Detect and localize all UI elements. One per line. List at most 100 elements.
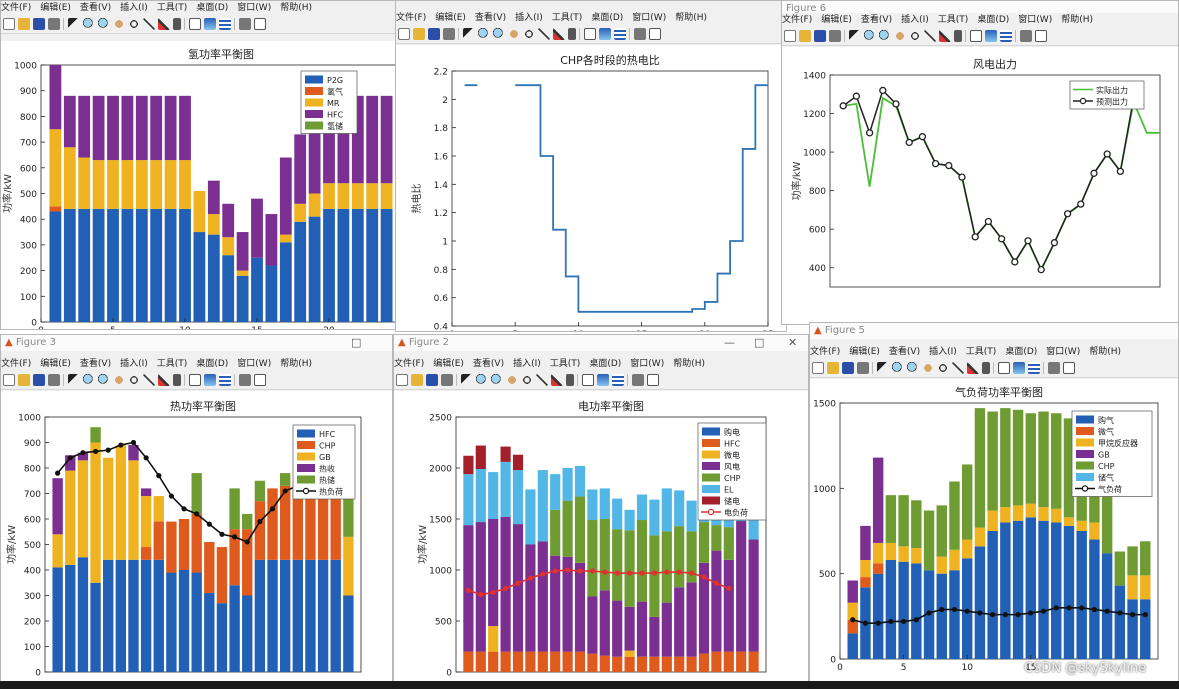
print-icon[interactable] bbox=[441, 374, 453, 386]
grid-icon[interactable] bbox=[612, 374, 624, 386]
menu-item[interactable]: 窗口(W) bbox=[632, 13, 667, 23]
rotate-icon[interactable] bbox=[128, 374, 140, 386]
dock-icon[interactable] bbox=[254, 18, 266, 30]
menu-item[interactable]: 插入(I) bbox=[513, 359, 541, 369]
pan-icon[interactable] bbox=[113, 374, 125, 386]
menu-item[interactable]: 窗口(W) bbox=[237, 359, 272, 369]
menu-item[interactable]: 文件(F) bbox=[782, 15, 813, 25]
hide-tools-icon[interactable] bbox=[1048, 362, 1060, 374]
grid-icon[interactable] bbox=[614, 28, 626, 40]
rotate-icon[interactable] bbox=[937, 362, 949, 374]
menu-item[interactable]: 工具(T) bbox=[965, 347, 997, 357]
colorbar-icon[interactable] bbox=[985, 30, 997, 42]
menu-item[interactable]: 工具(T) bbox=[937, 15, 969, 25]
data-cursor-icon[interactable] bbox=[143, 374, 155, 386]
menu-item[interactable]: 窗口(W) bbox=[630, 359, 665, 369]
menu-item[interactable]: 查看(V) bbox=[860, 15, 893, 25]
rotate-icon[interactable] bbox=[128, 18, 140, 30]
data-cursor-icon[interactable] bbox=[538, 28, 550, 40]
hide-tools-icon[interactable] bbox=[634, 28, 646, 40]
pan-icon[interactable] bbox=[894, 30, 906, 42]
brush-icon[interactable] bbox=[551, 374, 563, 386]
menu-item[interactable]: 工具(T) bbox=[549, 359, 581, 369]
new-figure-icon[interactable] bbox=[396, 374, 408, 386]
print-icon[interactable] bbox=[48, 374, 60, 386]
print-icon[interactable] bbox=[857, 362, 869, 374]
save-icon[interactable] bbox=[33, 374, 45, 386]
print-icon[interactable] bbox=[443, 28, 455, 40]
open-icon[interactable] bbox=[413, 28, 425, 40]
menu-item[interactable]: 插入(I) bbox=[901, 15, 929, 25]
menu-item[interactable]: 查看(V) bbox=[888, 347, 921, 357]
new-figure-icon[interactable] bbox=[784, 30, 796, 42]
link-icon[interactable] bbox=[982, 362, 990, 374]
zoom-in-icon[interactable] bbox=[892, 362, 904, 374]
print-icon[interactable] bbox=[48, 18, 60, 30]
close-button[interactable]: ✕ bbox=[788, 336, 798, 349]
arrow-icon[interactable] bbox=[461, 374, 473, 386]
hide-tools-icon[interactable] bbox=[632, 374, 644, 386]
menu-item[interactable]: 查看(V) bbox=[472, 359, 505, 369]
menu-item[interactable]: 桌面(D) bbox=[196, 3, 229, 13]
menu-item[interactable]: 编辑(E) bbox=[821, 15, 852, 25]
open-icon[interactable] bbox=[18, 374, 30, 386]
data-cursor-icon[interactable] bbox=[924, 30, 936, 42]
zoom-out-icon[interactable] bbox=[98, 18, 110, 30]
link-icon[interactable] bbox=[954, 30, 962, 42]
menu-item[interactable]: 桌面(D) bbox=[589, 359, 622, 369]
link-icon[interactable] bbox=[568, 28, 576, 40]
menu-item[interactable]: 文件(F) bbox=[1, 3, 32, 13]
menu-item[interactable]: 插入(I) bbox=[120, 3, 148, 13]
save-icon[interactable] bbox=[426, 374, 438, 386]
data-cursor-icon[interactable] bbox=[952, 362, 964, 374]
menu-item[interactable]: 帮助(H) bbox=[673, 359, 705, 369]
figure-window-h2[interactable]: 文件(F) 编辑(E) 查看(V) 插入(I) 工具(T) 桌面(D) 窗口(W) 帮助(H)… bbox=[0, 0, 408, 330]
maximize-button[interactable]: □ bbox=[351, 336, 362, 349]
figure-window-wind[interactable]: Figure 6 文件(F) 编辑(E) 查看(V) 插入(I) 工具(T) 桌面(D) 窗… bbox=[781, 0, 1179, 325]
colorbar-icon[interactable] bbox=[1013, 362, 1025, 374]
data-cursor-icon[interactable] bbox=[143, 18, 155, 30]
legend-icon[interactable] bbox=[582, 374, 594, 386]
zoom-in-icon[interactable] bbox=[83, 18, 95, 30]
grid-icon[interactable] bbox=[1000, 30, 1012, 42]
colorbar-icon[interactable] bbox=[204, 374, 216, 386]
data-cursor-icon[interactable] bbox=[536, 374, 548, 386]
rotate-icon[interactable] bbox=[521, 374, 533, 386]
menu-item[interactable]: 工具(T) bbox=[156, 359, 188, 369]
link-icon[interactable] bbox=[173, 374, 181, 386]
zoom-out-icon[interactable] bbox=[98, 374, 110, 386]
figure-window-elec[interactable]: ▲ Figure 2— □ ✕ 文件(F) 编辑(E) 查看(V) 插入(I) 工具(T) 桌… bbox=[393, 334, 809, 684]
menu-item[interactable]: 插入(I) bbox=[929, 347, 957, 357]
menu-item[interactable]: 插入(I) bbox=[515, 13, 543, 23]
menu-item[interactable]: 帮助(H) bbox=[1089, 347, 1121, 357]
zoom-out-icon[interactable] bbox=[491, 374, 503, 386]
colorbar-icon[interactable] bbox=[204, 18, 216, 30]
print-icon[interactable] bbox=[829, 30, 841, 42]
menu-item[interactable]: 查看(V) bbox=[474, 13, 507, 23]
colorbar-icon[interactable] bbox=[597, 374, 609, 386]
open-icon[interactable] bbox=[799, 30, 811, 42]
brush-icon[interactable] bbox=[553, 28, 565, 40]
menu-item[interactable]: 文件(F) bbox=[394, 359, 425, 369]
menu-item[interactable]: 窗口(W) bbox=[1018, 15, 1053, 25]
pan-icon[interactable] bbox=[506, 374, 518, 386]
pan-icon[interactable] bbox=[113, 18, 125, 30]
maximize-button[interactable]: □ bbox=[754, 336, 765, 349]
menu-item[interactable]: 桌面(D) bbox=[977, 15, 1010, 25]
colorbar-icon[interactable] bbox=[599, 28, 611, 40]
dock-icon[interactable] bbox=[647, 374, 659, 386]
brush-icon[interactable] bbox=[158, 374, 170, 386]
menu-item[interactable]: 文件(F) bbox=[810, 347, 841, 357]
hide-tools-icon[interactable] bbox=[1020, 30, 1032, 42]
new-figure-icon[interactable] bbox=[398, 28, 410, 40]
legend-icon[interactable] bbox=[189, 374, 201, 386]
menu-item[interactable]: 编辑(E) bbox=[849, 347, 880, 357]
zoom-out-icon[interactable] bbox=[907, 362, 919, 374]
menu-item[interactable]: 帮助(H) bbox=[675, 13, 707, 23]
link-icon[interactable] bbox=[566, 374, 574, 386]
menu-item[interactable]: 桌面(D) bbox=[1005, 347, 1038, 357]
open-icon[interactable] bbox=[18, 18, 30, 30]
menu-item[interactable]: 文件(F) bbox=[396, 13, 427, 23]
menu-item[interactable]: 文件(F) bbox=[1, 359, 32, 369]
open-icon[interactable] bbox=[411, 374, 423, 386]
